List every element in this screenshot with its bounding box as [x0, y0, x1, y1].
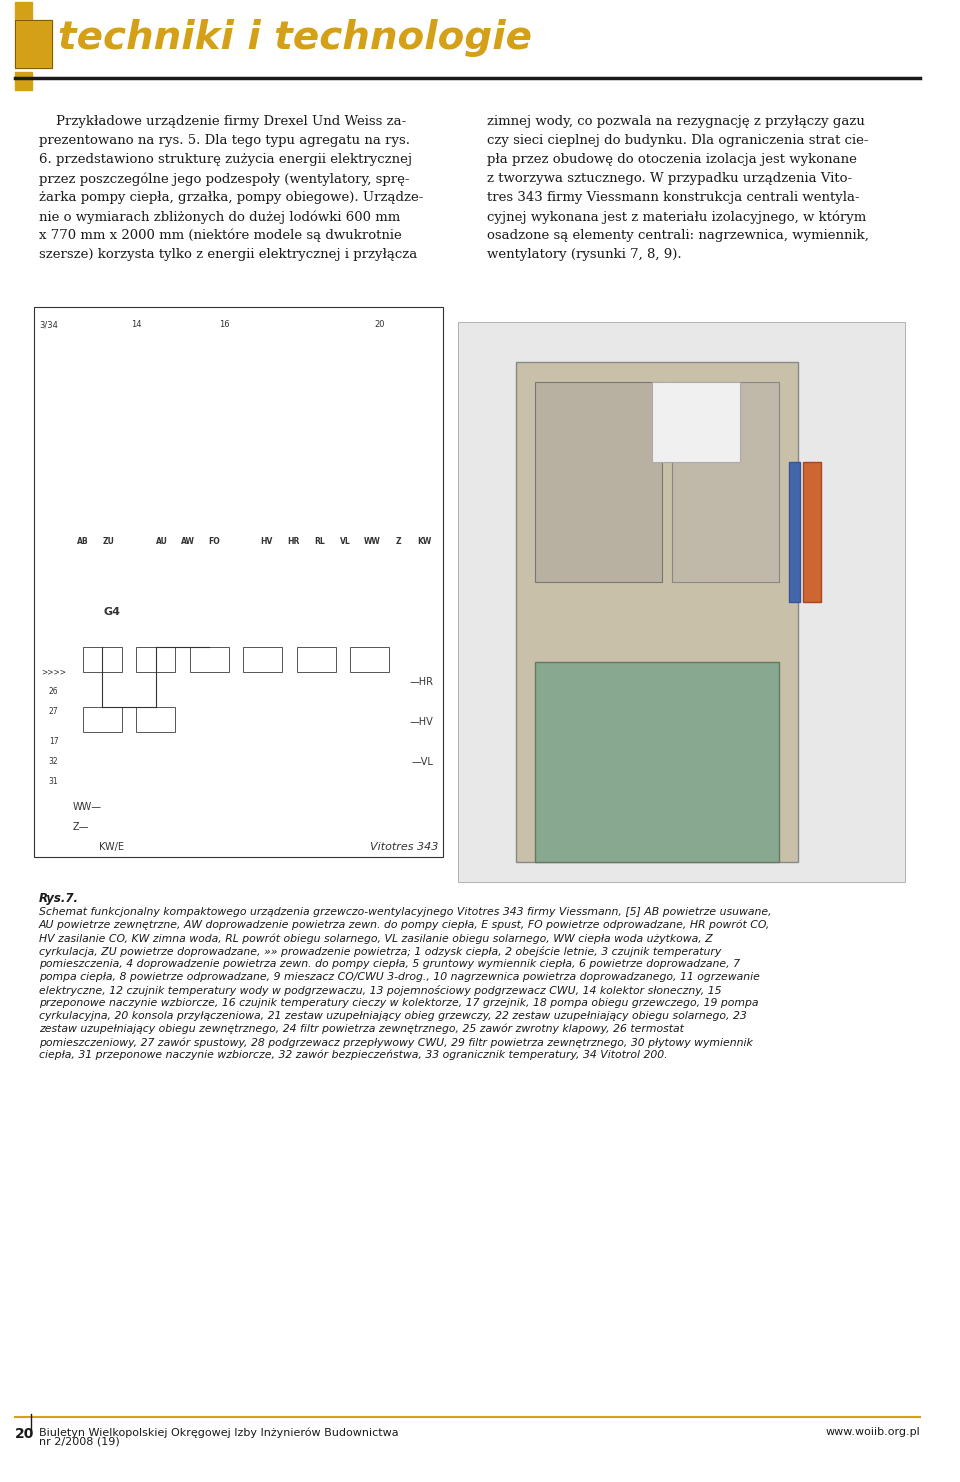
Text: 17: 17 [49, 738, 59, 747]
Text: HR: HR [287, 538, 300, 547]
Text: FO: FO [208, 538, 220, 547]
Text: KW/E: KW/E [100, 842, 125, 852]
Text: cyjnej wykonana jest z materiału izolacyjnego, w którym: cyjnej wykonana jest z materiału izolacy… [487, 210, 866, 224]
Text: 26: 26 [49, 688, 59, 697]
Text: pomieszczenia, 4 doprowadzenie powietrza zewn. do pompy ciepła, 5 gruntowy wymie: pomieszczenia, 4 doprowadzenie powietrza… [39, 959, 740, 969]
Text: Przykładowe urządzenie firmy Drexel Und Weiss za-: Przykładowe urządzenie firmy Drexel Und … [39, 116, 406, 127]
Text: —HR: —HR [409, 677, 433, 688]
Text: —VL: —VL [412, 757, 433, 768]
Text: Schemat funkcjonalny kompaktowego urządzenia grzewczo-wentylacyjnego Vitotres 34: Schemat funkcjonalny kompaktowego urządz… [39, 907, 772, 917]
Text: z tworzywa sztucznego. W przypadku urządzenia Vito-: z tworzywa sztucznego. W przypadku urząd… [487, 172, 852, 185]
Text: AB: AB [77, 538, 88, 547]
Text: 6. przedstawiono strukturę zużycia energii elektrycznej: 6. przedstawiono strukturę zużycia energ… [39, 153, 412, 166]
Text: 20: 20 [14, 1427, 34, 1441]
Bar [83, 648, 122, 671]
Text: —HV: —HV [410, 717, 433, 728]
Bar [297, 648, 336, 671]
Text: prezentowano na rys. 5. Dla tego typu agregatu na rys.: prezentowano na rys. 5. Dla tego typu ag… [39, 133, 410, 147]
Text: pła przez obudowę do otoczenia izolacja jest wykonane: pła przez obudowę do otoczenia izolacja … [487, 153, 856, 166]
Text: RL: RL [314, 538, 324, 547]
Bar [350, 648, 390, 671]
Text: ciepła, 31 przeponowe naczynie wzbiorcze, 32 zawór bezpieczeństwa, 33 ograniczni: ciepła, 31 przeponowe naczynie wzbiorcze… [39, 1051, 667, 1061]
Text: Biuletyn Wielkopolskiej Okręgowej Izby Inżynierów Budownictwa: Biuletyn Wielkopolskiej Okręgowej Izby I… [39, 1427, 398, 1438]
Text: WW: WW [364, 538, 380, 547]
Bar [788, 462, 801, 602]
Text: 20: 20 [374, 320, 385, 329]
Bar [14, 19, 52, 68]
Text: osadzone są elementy centrali: nagrzewnica, wymiennik,: osadzone są elementy centrali: nagrzewni… [487, 230, 869, 242]
Text: tres 343 firmy Viessmann konstrukcja centrali wentyla-: tres 343 firmy Viessmann konstrukcja cen… [487, 191, 859, 205]
Text: szersze) korzysta tylko z energii elektrycznej i przyłącza: szersze) korzysta tylko z energii elektr… [39, 247, 418, 261]
Text: przeponowe naczynie wzbiorcze, 16 czujnik temperatury cieczy w kolektorze, 17 gr: przeponowe naczynie wzbiorcze, 16 czujni… [39, 997, 758, 1008]
Text: HV zasilanie CO, KW zimna woda, RL powrót obiegu solarnego, VL zasilanie obiegu : HV zasilanie CO, KW zimna woda, RL powró… [39, 934, 712, 944]
Text: AU powietrze zewnętrzne, AW doprowadzenie powietrza zewn. do pompy ciepła, E spu: AU powietrze zewnętrzne, AW doprowadzeni… [39, 920, 770, 931]
Text: Z: Z [396, 538, 401, 547]
Bar [34, 307, 443, 857]
Text: pomieszczeniowy, 27 zawór spustowy, 28 podgrzewacz przepływowy CWU, 29 filtr pow: pomieszczeniowy, 27 zawór spustowy, 28 p… [39, 1037, 753, 1048]
Bar [83, 707, 122, 732]
Bar [14, 19, 52, 68]
Bar [136, 648, 176, 671]
Text: 14: 14 [132, 320, 141, 329]
Text: cyrkulacyjna, 20 konsola przyłączeniowa, 21 zestaw uzupełniający obieg grzewczy,: cyrkulacyjna, 20 konsola przyłączeniowa,… [39, 1011, 747, 1021]
Text: wentylatory (rysunki 7, 8, 9).: wentylatory (rysunki 7, 8, 9). [487, 247, 682, 261]
Bar [136, 707, 176, 732]
Text: nr 2/2008 (19): nr 2/2008 (19) [39, 1438, 120, 1446]
Text: 27: 27 [49, 707, 59, 716]
Bar [14, 73, 32, 90]
Bar [458, 322, 905, 882]
Text: Rys.7.: Rys.7. [39, 892, 79, 906]
Text: KW: KW [418, 538, 432, 547]
Text: HV: HV [260, 538, 273, 547]
Bar [516, 362, 799, 863]
Text: Vitotres 343: Vitotres 343 [370, 842, 438, 852]
Bar [190, 648, 228, 671]
Text: ZU: ZU [103, 538, 115, 547]
Text: 3/34: 3/34 [39, 320, 59, 329]
Text: Z—: Z— [73, 823, 89, 831]
Text: AU: AU [156, 538, 168, 547]
Text: 32: 32 [49, 757, 59, 766]
Bar [14, 1, 32, 19]
Text: 16: 16 [219, 320, 229, 329]
Text: przez poszczególne jego podzespoły (wentylatory, sprę-: przez poszczególne jego podzespoły (went… [39, 172, 410, 185]
Text: >>>>: >>>> [41, 667, 66, 676]
Text: WW—: WW— [73, 802, 102, 812]
Bar [672, 382, 779, 582]
Text: x 770 mm x 2000 mm (niektóre modele są dwukrotnie: x 770 mm x 2000 mm (niektóre modele są d… [39, 230, 401, 243]
Bar [536, 662, 779, 863]
Text: czy sieci cieplnej do budynku. Dla ograniczenia strat cie-: czy sieci cieplnej do budynku. Dla ogran… [487, 133, 868, 147]
Text: 31: 31 [49, 778, 59, 787]
Bar [804, 462, 821, 602]
Text: zimnej wody, co pozwala na rezygnację z przyłączy gazu: zimnej wody, co pozwala na rezygnację z … [487, 116, 865, 127]
Bar [244, 648, 282, 671]
Text: VL: VL [340, 538, 351, 547]
Bar [652, 382, 740, 462]
Text: techniki i technologie: techniki i technologie [59, 19, 533, 56]
Text: pompa ciepła, 8 powietrze odprowadzane, 9 mieszacz CO/CWU 3-drog., 10 nagrzewnic: pompa ciepła, 8 powietrze odprowadzane, … [39, 972, 759, 983]
Text: nie o wymiarach zbliżonych do dużej lodówki 600 mm: nie o wymiarach zbliżonych do dużej lodó… [39, 210, 400, 224]
Text: www.woiib.org.pl: www.woiib.org.pl [826, 1427, 920, 1438]
Text: cyrkulacja, ZU powietrze doprowadzane, »» prowadzenie powietrza; 1 odzysk ciepła: cyrkulacja, ZU powietrze doprowadzane, »… [39, 946, 721, 957]
Bar [536, 382, 662, 582]
Text: AW: AW [181, 538, 195, 547]
Text: elektryczne, 12 czujnik temperatury wody w podgrzewaczu, 13 pojemnościowy podgrz: elektryczne, 12 czujnik temperatury wody… [39, 986, 722, 996]
Text: żarka pompy ciepła, grzałka, pompy obiegowe). Urządze-: żarka pompy ciepła, grzałka, pompy obieg… [39, 191, 423, 205]
Bar [29, 302, 448, 863]
Text: zestaw uzupełniający obiegu zewnętrznego, 24 filtr powietrza zewnętrznego, 25 za: zestaw uzupełniający obiegu zewnętrznego… [39, 1024, 684, 1034]
Text: G4: G4 [104, 608, 120, 617]
